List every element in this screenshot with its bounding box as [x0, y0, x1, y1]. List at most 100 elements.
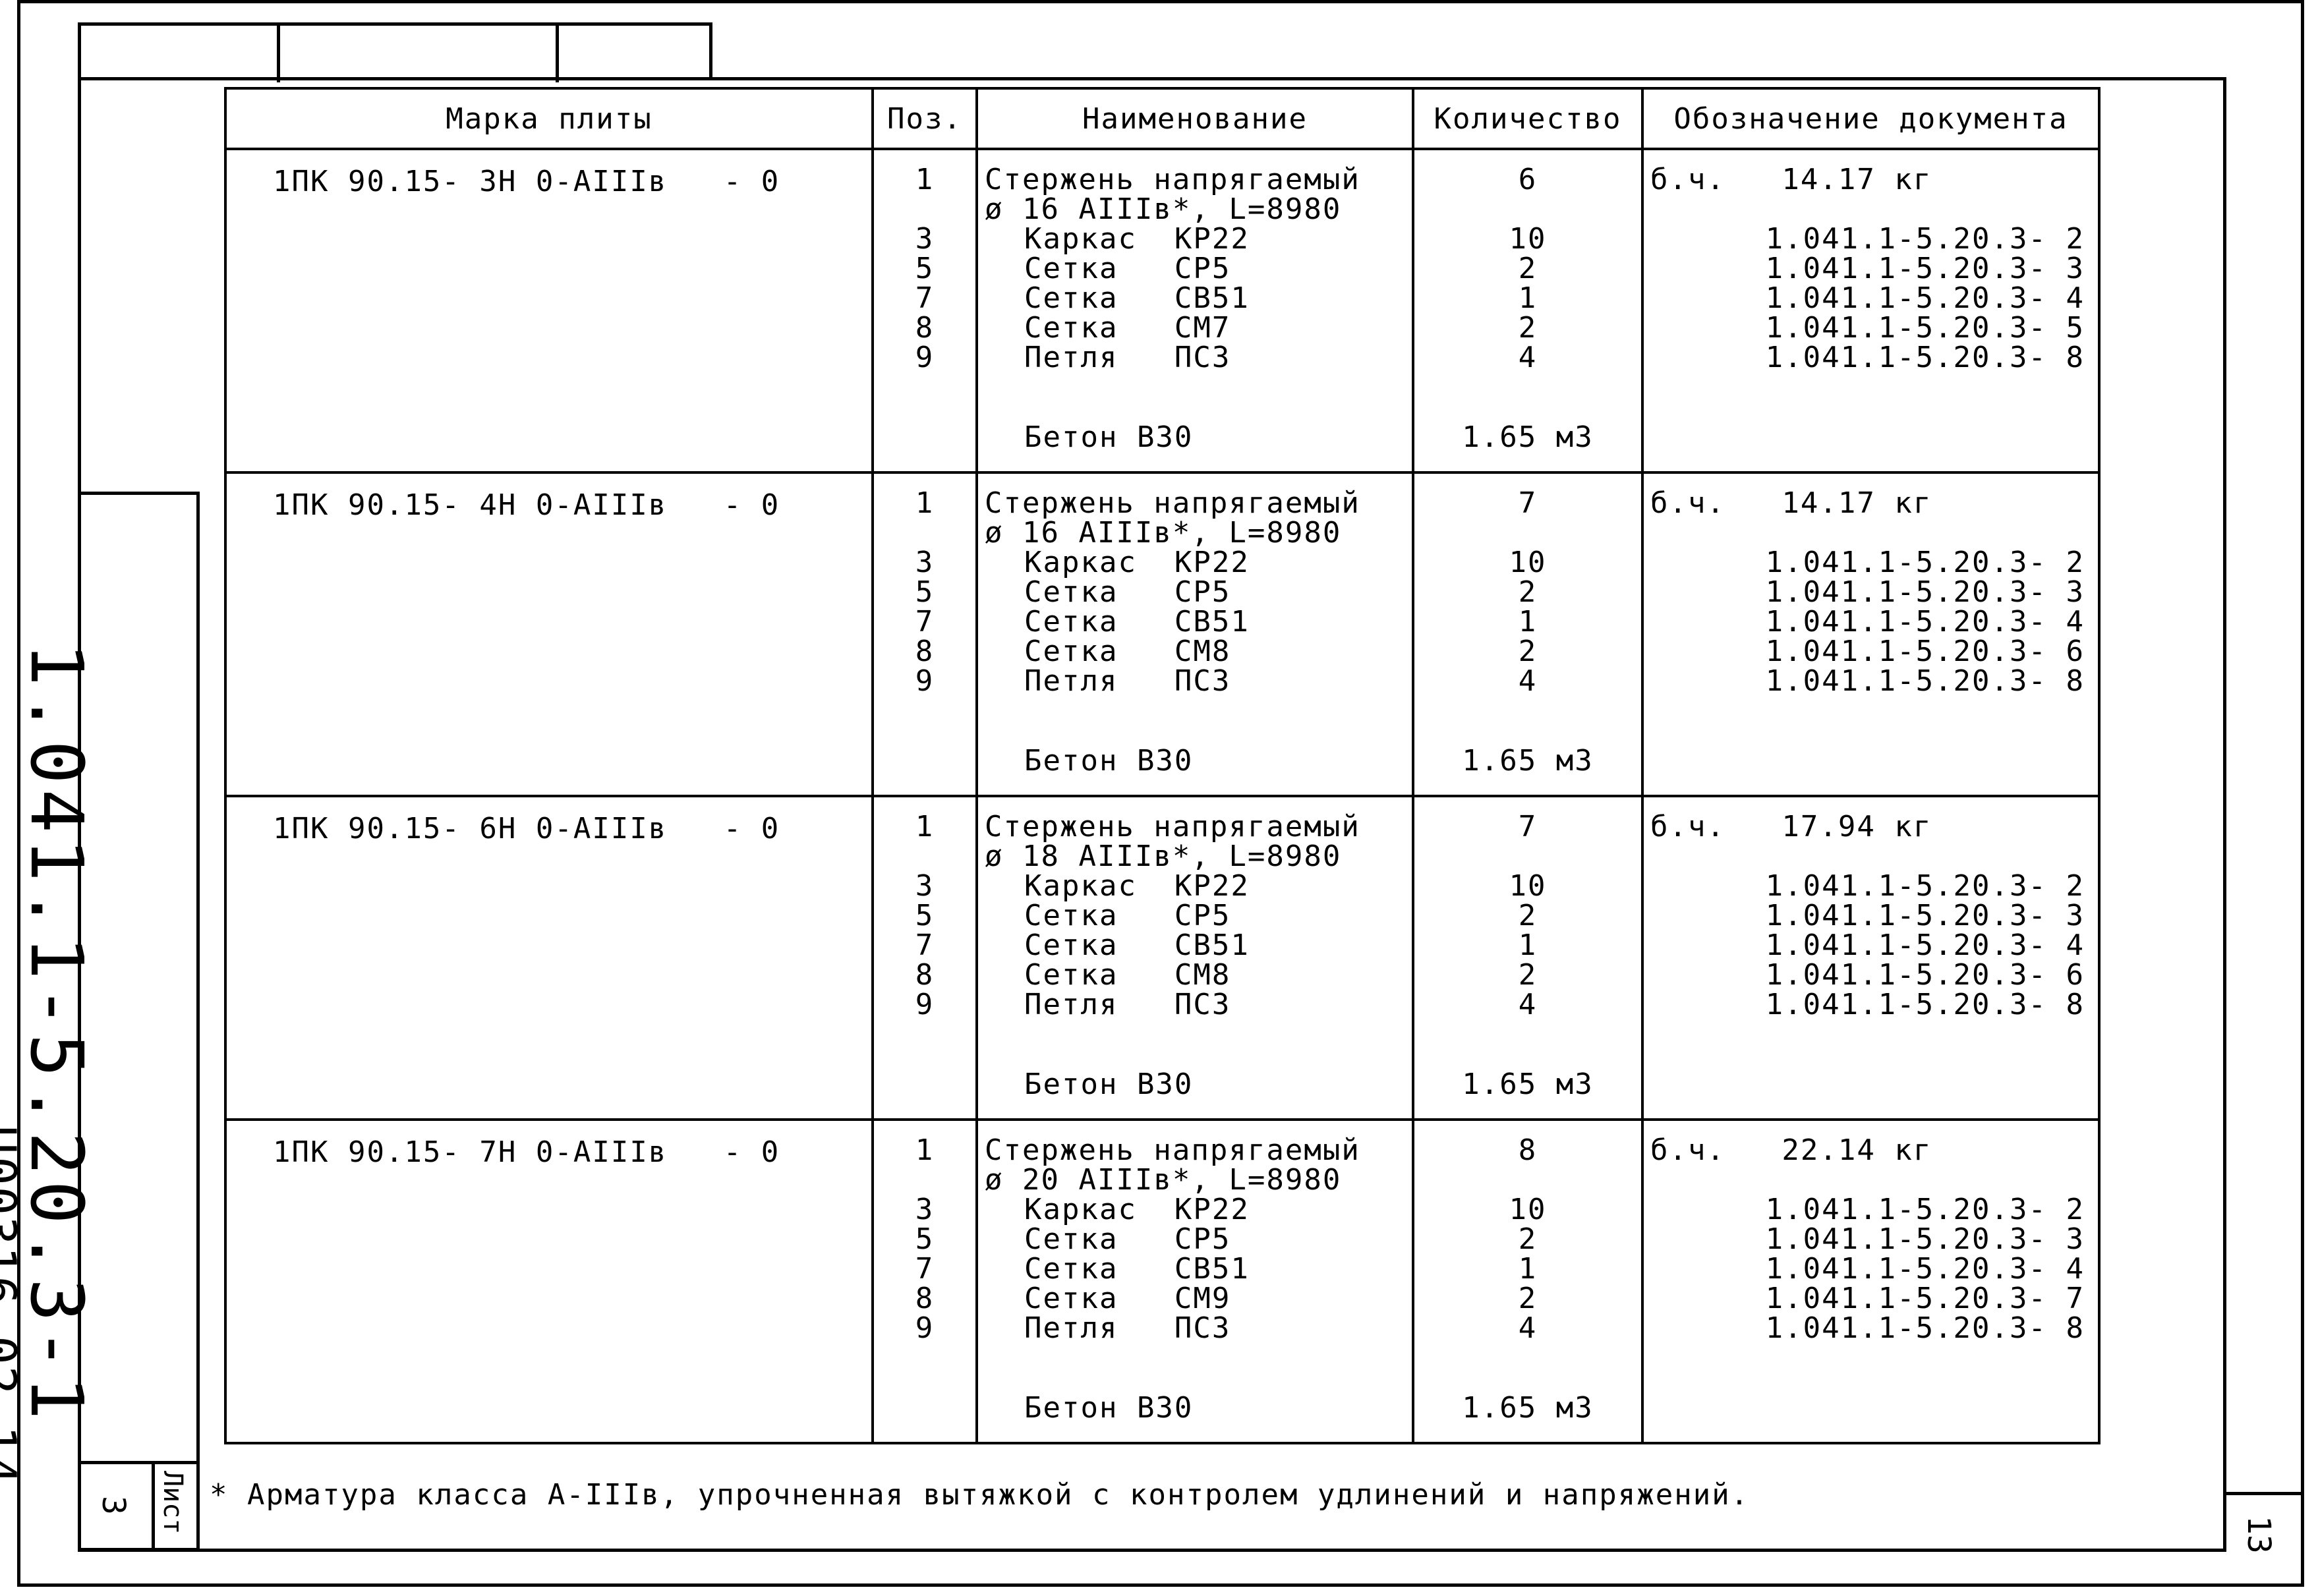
item-name: Сетка СР5: [1024, 252, 1231, 285]
qty-cell: 7 10 2 1 2 4 1.65 м3: [1412, 471, 1644, 797]
qty-value: 2: [1518, 958, 1538, 992]
doc-weight: б.ч. 14.17 кг: [1650, 163, 1932, 196]
pos-value: 3: [915, 1193, 935, 1226]
concrete-label: Бетон В30: [1024, 1068, 1194, 1101]
item-name: Сетка СР5: [1024, 1222, 1231, 1256]
name-cell: Стержень напрягаемый ø 16 AIIIв*, L=8980 К…: [975, 471, 1414, 797]
doc-reference: 1.041.1-5.20.3- 6: [1765, 635, 2085, 668]
sheet-label: Лист: [158, 1471, 188, 1535]
qty-value: [1414, 841, 1641, 871]
doc-reference: 1.041.1-5.20.3- 8: [1765, 341, 2085, 374]
concrete-qty: 1.65 м3: [1462, 744, 1594, 778]
qty-value: 10: [1509, 1193, 1547, 1226]
qty-cell: 8 10 2 1 2 4 1.65 м3: [1412, 1118, 1644, 1444]
qty-value: [1414, 518, 1641, 548]
pos-value: 5: [915, 1222, 935, 1256]
qty-value: 4: [1518, 988, 1538, 1021]
pos-value: 5: [915, 252, 935, 285]
left-stamp-column: [78, 492, 200, 1551]
qty-value: 2: [1518, 252, 1538, 285]
doc-reference: 1.041.1-5.20.3- 2: [1765, 546, 2085, 579]
doc-weight: б.ч. 22.14 кг: [1650, 1133, 1932, 1167]
qty-cell: 6 10 2 1 2 4 1.65 м3: [1412, 148, 1644, 474]
qty-value: 8: [1518, 1133, 1538, 1167]
qty-value: 4: [1518, 664, 1538, 698]
doc-spacer: [1650, 841, 2085, 871]
doc-reference: 1.041.1-5.20.3- 3: [1765, 575, 2085, 609]
table-row: 1ПК 90.15- 4Н 0-АIIIв - 0 1 3 5 7 8 9 Стержень …: [224, 471, 2101, 797]
qty-value: 10: [1509, 546, 1547, 579]
pos-value: 8: [915, 958, 935, 992]
marka-text: 1ПК 90.15- 7Н 0-АIIIв - 0: [273, 1135, 780, 1169]
qty-value: [1414, 1165, 1641, 1195]
marka-cell: 1ПК 90.15- 4Н 0-АIIIв - 0: [224, 471, 874, 797]
qty-value: 2: [1518, 1282, 1538, 1315]
outer-border: [17, 0, 2304, 1587]
pos-value: 9: [915, 664, 935, 698]
pos-value: 9: [915, 988, 935, 1021]
table-header-row: Марка плиты Поз. Наименование Количество…: [224, 87, 2101, 150]
item-name: Каркас КР22: [1024, 546, 1250, 579]
qty-value: 1: [1518, 1252, 1538, 1286]
pos-value: [874, 194, 975, 224]
main-item: Стержень напрягаемый: [985, 810, 1360, 843]
name-cell: Стержень напрягаемый ø 20 AIIIв*, L=8980 К…: [975, 1118, 1414, 1444]
pos-value: [874, 518, 975, 548]
top-stamp-divider: [277, 26, 280, 82]
doc-reference: 1.041.1-5.20.3- 3: [1765, 1222, 2085, 1256]
doc-spacer: [1650, 194, 2085, 224]
pos-value: 9: [915, 341, 935, 374]
pos-value: 3: [915, 869, 935, 903]
doc-cell: б.ч. 22.14 кг 1.041.1-5.20.3- 2 1.041.1-5.…: [1641, 1118, 2101, 1444]
concrete-qty: 1.65 м3: [1462, 420, 1594, 454]
main-item: Стержень напрягаемый: [985, 1133, 1360, 1167]
qty-value: 2: [1518, 635, 1538, 668]
main-item: Стержень напрягаемый: [985, 486, 1360, 520]
pos-value: 7: [915, 928, 935, 962]
pos-value: 1: [915, 1133, 935, 1167]
doc-reference: 1.041.1-5.20.3- 4: [1765, 605, 2085, 639]
item-name: Петля ПС3: [1024, 341, 1231, 374]
item-name: Сетка СВ51: [1024, 928, 1250, 962]
qty-value: 1: [1518, 281, 1538, 315]
main-item-sub: ø 20 AIIIв*, L=8980: [985, 1163, 1342, 1197]
qty-value: 2: [1518, 1222, 1538, 1256]
main-item-sub: ø 18 AIIIв*, L=8980: [985, 840, 1342, 873]
concrete-label: Бетон В30: [1024, 420, 1194, 454]
inner-frame: [78, 77, 2226, 1551]
pos-value: [874, 841, 975, 871]
doc-reference: 1.041.1-5.20.3- 2: [1765, 1193, 2085, 1226]
doc-reference: 1.041.1-5.20.3- 2: [1765, 869, 2085, 903]
pos-value: 5: [915, 899, 935, 932]
doc-cell: б.ч. 17.94 кг 1.041.1-5.20.3- 2 1.041.1-5.…: [1641, 795, 2101, 1121]
qty-value: 6: [1518, 163, 1538, 196]
table-row: 1ПК 90.15- 6Н 0-АIIIв - 0 1 3 5 7 8 9 Стержень …: [224, 795, 2101, 1121]
item-name: Сетка СМ8: [1024, 958, 1231, 992]
pos-value: 5: [915, 575, 935, 609]
qty-value: 4: [1518, 341, 1538, 374]
pos-value: 9: [915, 1311, 935, 1345]
qty-value: 7: [1518, 486, 1538, 520]
header-doc: Обозначение документа: [1641, 87, 2101, 150]
main-item-sub: ø 16 AIIIв*, L=8980: [985, 192, 1342, 226]
item-name: Сетка СВ51: [1024, 1252, 1250, 1286]
pos-value: 8: [915, 311, 935, 345]
header-name: Наименование: [975, 87, 1414, 150]
doc-cell: б.ч. 14.17 кг 1.041.1-5.20.3- 2 1.041.1-5.…: [1641, 471, 2101, 797]
bottom-frame-line: [78, 1549, 2226, 1552]
qty-value: 1: [1518, 605, 1538, 639]
doc-reference: 1.041.1-5.20.3- 5: [1765, 311, 2085, 345]
name-cell: Стержень напрягаемый ø 18 AIIIв*, L=8980 К…: [975, 795, 1414, 1121]
sheet-number: 3: [95, 1496, 132, 1515]
doc-weight: б.ч. 17.94 кг: [1650, 810, 1932, 843]
page-number: 13: [2240, 1516, 2277, 1554]
pos-value: 7: [915, 1252, 935, 1286]
doc-reference: 1.041.1-5.20.3- 8: [1765, 1311, 2085, 1345]
header-marka: Марка плиты: [224, 87, 874, 150]
doc-reference: 1.041.1-5.20.3- 3: [1765, 252, 2085, 285]
main-item-sub: ø 16 AIIIв*, L=8980: [985, 516, 1342, 550]
